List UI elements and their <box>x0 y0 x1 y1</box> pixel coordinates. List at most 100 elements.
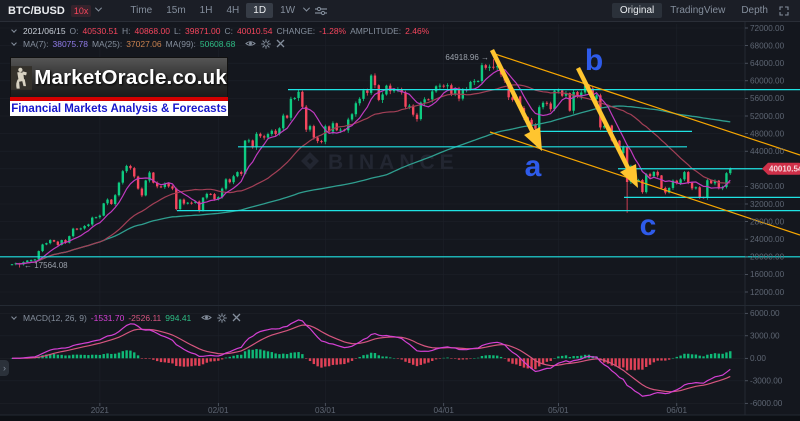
leverage-chevron-down-icon[interactable] <box>95 4 103 12</box>
svg-text:-6000.00: -6000.00 <box>750 399 783 408</box>
pane-expander-handle[interactable]: › <box>0 360 9 376</box>
wave-letters: a b c <box>525 44 657 242</box>
svg-text:2021: 2021 <box>91 406 110 415</box>
svg-text:52000.00: 52000.00 <box>750 112 785 121</box>
marketoracle-logo: MarketOracle.co.uk Financial Markets Ana… <box>10 57 228 116</box>
ma7-label: MA(7): <box>23 39 49 49</box>
tab-15m[interactable]: 15m <box>166 5 186 16</box>
svg-text:40010.54: 40010.54 <box>769 165 800 174</box>
tab-depth[interactable]: Depth <box>741 5 768 16</box>
svg-text:24000.00: 24000.00 <box>750 235 785 244</box>
ma99-value: 50608.68 <box>199 39 236 49</box>
tab-time[interactable]: Time <box>130 5 153 16</box>
low-label: L: <box>173 26 182 36</box>
macd-lines <box>11 319 731 397</box>
amplitude-label: AMPLITUDE: <box>350 26 402 36</box>
macd-dea-value: -2526.11 <box>128 313 162 323</box>
logo-red-bar <box>10 97 228 101</box>
collapse-chevron-icon[interactable] <box>11 27 17 33</box>
macd-legend: MACD(12, 26, 9) -1531.70 -2526.11 994.41 <box>11 313 241 323</box>
binance-watermark: BINANCE <box>301 151 459 174</box>
svg-text:72000.00: 72000.00 <box>750 24 785 33</box>
svg-text:20000.00: 20000.00 <box>750 253 785 262</box>
svg-text:BINANCE: BINANCE <box>328 151 459 174</box>
close-label: C: <box>224 26 233 36</box>
ma25-label: MA(25): <box>91 39 123 49</box>
svg-text:05/01: 05/01 <box>548 406 569 415</box>
collapse-chevron-icon[interactable] <box>11 314 17 320</box>
support-resistance-lines <box>0 88 800 258</box>
svg-text:60000.00: 60000.00 <box>750 77 785 86</box>
macd-legend-icons <box>201 313 241 323</box>
wave-letter-a: a <box>525 150 542 183</box>
wave-arrows <box>489 49 639 189</box>
gear-icon[interactable] <box>217 313 228 323</box>
change-value: -1.28% <box>319 26 347 36</box>
chart-mode-tabs: Original TradingView Depth <box>611 3 792 19</box>
high-label: H: <box>121 26 131 36</box>
peak-price-label: 64918.96 → <box>445 53 489 62</box>
tab-4h[interactable]: 4H <box>226 5 240 16</box>
tab-original[interactable]: Original <box>611 3 663 18</box>
close-value: 40010.54 <box>236 26 273 36</box>
tab-1h[interactable]: 1H <box>199 5 213 16</box>
gear-icon[interactable] <box>261 39 272 49</box>
close-icon[interactable] <box>232 313 241 322</box>
high-value: 40868.00 <box>134 26 170 36</box>
svg-text:03/01: 03/01 <box>315 406 336 415</box>
svg-text:48000.00: 48000.00 <box>750 129 785 138</box>
ma-legend: MA(7): 38075.78 MA(25): 37027.06 MA(99):… <box>11 39 285 49</box>
svg-text:02/01: 02/01 <box>208 406 229 415</box>
logo-title: MarketOracle.co.uk <box>34 65 227 89</box>
ma99-label: MA(99): <box>165 39 196 49</box>
svg-text:36000.00: 36000.00 <box>750 182 785 191</box>
ma-legend-icons <box>245 39 285 49</box>
svg-text:0.00: 0.00 <box>750 354 766 363</box>
macd-dif-line <box>11 319 731 397</box>
indicator-settings-icon[interactable] <box>313 3 329 19</box>
change-label: CHANGE: <box>276 26 316 36</box>
collapse-chevron-icon[interactable] <box>11 40 17 46</box>
svg-text:28000.00: 28000.00 <box>750 217 785 226</box>
ohlc-legend: 2021/06/15 O: 40530.51 H: 40868.00 L: 39… <box>11 26 430 36</box>
wave-letter-b: b <box>585 44 603 77</box>
open-label: O: <box>69 26 79 36</box>
svg-text:3000.00: 3000.00 <box>750 332 780 341</box>
wave-letter-c: c <box>640 209 657 242</box>
ma-lines <box>15 69 731 265</box>
macd-axis[interactable]: 6000.00 3000.00 0.00 -3000.00 -6000.00 <box>745 309 783 408</box>
logo-subtitle: Financial Markets Analysis & Forecasts <box>11 102 227 115</box>
timeframe-chevron-down-icon[interactable] <box>303 4 311 12</box>
svg-text:-3000.00: -3000.00 <box>750 377 783 386</box>
price-axis[interactable]: 72000.00 68000.00 64000.00 60000.00 56000.00… <box>745 24 785 297</box>
svg-text:04/01: 04/01 <box>433 406 454 415</box>
amplitude-value: 2.46% <box>405 26 430 36</box>
price-callouts: 64918.96 → ← 17564.08 <box>24 53 489 270</box>
eye-icon[interactable] <box>245 39 257 48</box>
macd-hist-value: 994.41 <box>165 313 192 323</box>
close-icon[interactable] <box>276 39 285 48</box>
fullscreen-icon[interactable] <box>776 3 792 19</box>
svg-text:12000.00: 12000.00 <box>750 288 785 297</box>
tab-1w[interactable]: 1W <box>280 5 296 16</box>
macd-dea-line <box>12 324 731 393</box>
oracle-statue-icon <box>11 65 33 90</box>
macd-label: MACD(12, 26, 9) <box>23 313 87 323</box>
ma25-value: 37027.06 <box>126 39 162 49</box>
tab-1d[interactable]: 1D <box>246 3 274 18</box>
svg-text:64000.00: 64000.00 <box>750 59 785 68</box>
svg-text:68000.00: 68000.00 <box>750 41 785 50</box>
timeframe-tabs: Time 15m 1H 4H 1D 1W <box>123 3 329 19</box>
ohlc-date: 2021/06/15 <box>23 26 66 36</box>
eye-icon[interactable] <box>201 313 213 322</box>
svg-text:06/01: 06/01 <box>667 406 688 415</box>
ma7-value: 38075.78 <box>52 39 88 49</box>
svg-text:56000.00: 56000.00 <box>750 94 785 103</box>
open-value: 40530.51 <box>82 26 118 36</box>
svg-text:44000.00: 44000.00 <box>750 147 785 156</box>
toolbar: BTC/BUSD 10x Time 15m 1H 4H 1D 1W Origin… <box>0 0 800 22</box>
time-axis[interactable]: 2021 02/01 03/01 04/01 05/01 06/01 <box>91 403 688 415</box>
leverage-badge[interactable]: 10x <box>70 4 92 17</box>
tab-tradingview[interactable]: TradingView <box>670 5 726 16</box>
